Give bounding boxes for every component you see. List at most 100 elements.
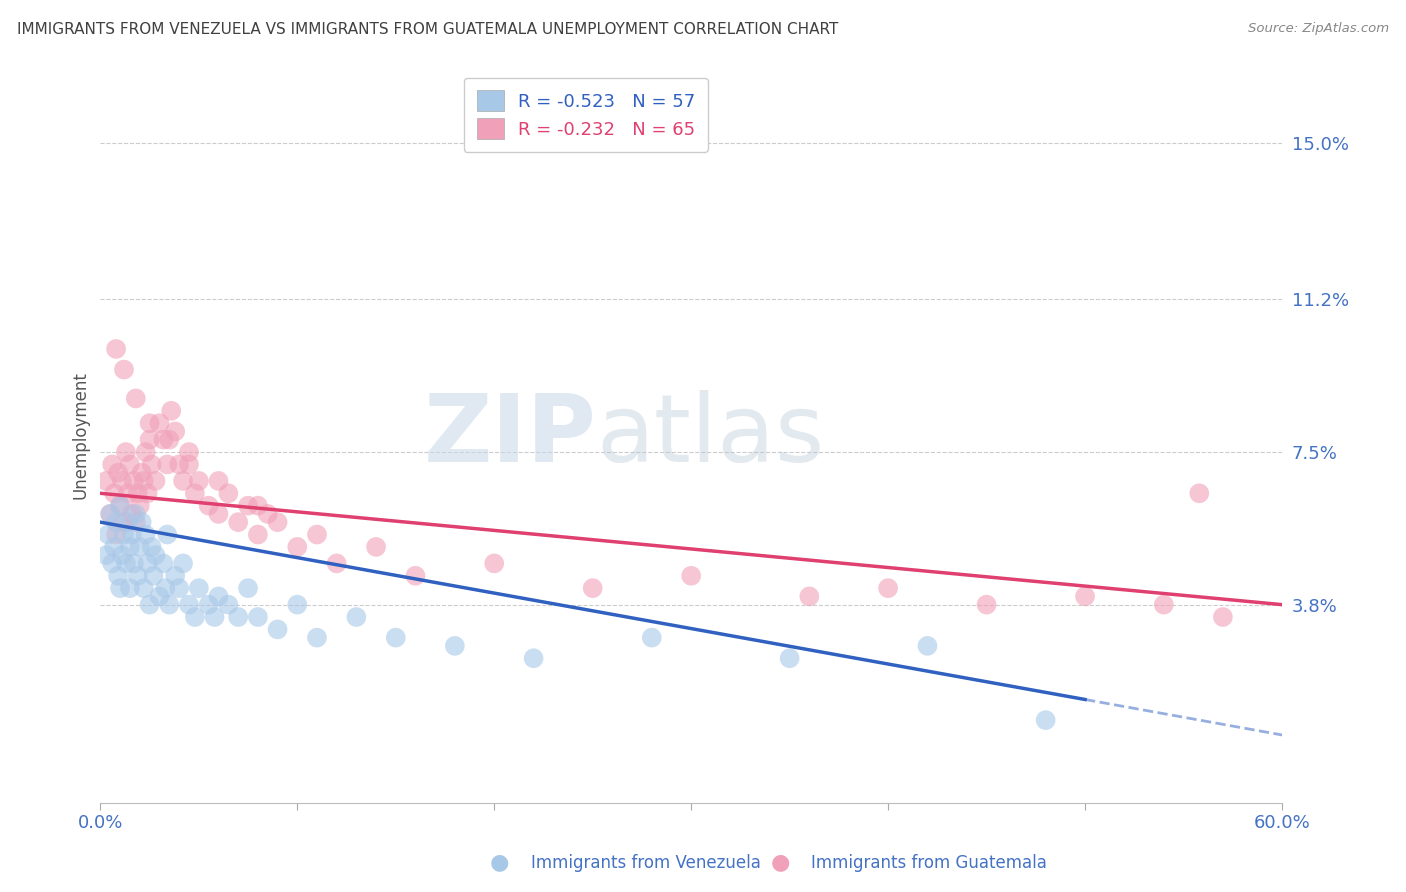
Point	[1188, 486, 1211, 500]
Point	[125, 507, 148, 521]
Point	[172, 474, 194, 488]
Point	[125, 392, 148, 406]
Point	[138, 598, 160, 612]
Point	[108, 499, 131, 513]
Point	[404, 568, 426, 582]
Point	[484, 557, 506, 571]
Point	[165, 568, 187, 582]
Point	[148, 416, 170, 430]
Point	[364, 540, 387, 554]
Point	[111, 474, 134, 488]
Text: IMMIGRANTS FROM VENEZUELA VS IMMIGRANTS FROM GUATEMALA UNEMPLOYMENT CORRELATION : IMMIGRANTS FROM VENEZUELA VS IMMIGRANTS …	[17, 22, 838, 37]
Point	[141, 458, 163, 472]
Point	[305, 631, 328, 645]
Point	[207, 507, 229, 521]
Point	[779, 651, 801, 665]
Point	[115, 445, 138, 459]
Text: ZIP: ZIP	[423, 390, 596, 482]
Point	[135, 527, 157, 541]
Point	[131, 466, 153, 480]
Point	[105, 342, 128, 356]
Point	[246, 610, 269, 624]
Point	[111, 548, 134, 562]
Point	[197, 598, 219, 612]
Point	[799, 590, 821, 604]
Point	[1153, 598, 1175, 612]
Point	[117, 486, 139, 500]
Point	[115, 557, 138, 571]
Point	[125, 515, 148, 529]
Point	[145, 548, 167, 562]
Text: atlas: atlas	[596, 390, 825, 482]
Point	[117, 515, 139, 529]
Point	[217, 486, 239, 500]
Point	[108, 581, 131, 595]
Text: ●: ●	[770, 853, 790, 872]
Point	[121, 527, 143, 541]
Point	[236, 581, 259, 595]
Point	[184, 486, 207, 500]
Point	[641, 631, 664, 645]
Point	[132, 581, 155, 595]
Point	[236, 499, 259, 513]
Point	[103, 540, 125, 554]
Point	[285, 540, 308, 554]
Point	[121, 507, 143, 521]
Point	[98, 507, 121, 521]
Point	[285, 598, 308, 612]
Point	[167, 458, 190, 472]
Point	[138, 433, 160, 447]
Point	[1212, 610, 1234, 624]
Point	[103, 486, 125, 500]
Point	[101, 557, 124, 571]
Point	[976, 598, 998, 612]
Point	[325, 557, 347, 571]
Point	[246, 499, 269, 513]
Point	[128, 540, 150, 554]
Point	[177, 445, 200, 459]
Point	[172, 557, 194, 571]
Y-axis label: Unemployment: Unemployment	[72, 372, 89, 500]
Text: Source: ZipAtlas.com: Source: ZipAtlas.com	[1249, 22, 1389, 36]
Point	[96, 474, 118, 488]
Point	[107, 466, 129, 480]
Point	[184, 610, 207, 624]
Point	[226, 515, 249, 529]
Text: ●: ●	[489, 853, 509, 872]
Point	[107, 568, 129, 582]
Point	[98, 507, 121, 521]
Point	[582, 581, 605, 595]
Point	[118, 458, 141, 472]
Point	[127, 486, 149, 500]
Point	[207, 474, 229, 488]
Point	[122, 474, 145, 488]
Point	[145, 474, 167, 488]
Point	[141, 540, 163, 554]
Point	[108, 499, 131, 513]
Point	[246, 527, 269, 541]
Point	[155, 581, 177, 595]
Point	[1035, 713, 1057, 727]
Point	[917, 639, 939, 653]
Point	[344, 610, 367, 624]
Point	[122, 557, 145, 571]
Point	[101, 458, 124, 472]
Point	[136, 486, 159, 500]
Point	[118, 540, 141, 554]
Point	[142, 568, 165, 582]
Point	[152, 433, 174, 447]
Point	[177, 458, 200, 472]
Point	[165, 425, 187, 439]
Point	[443, 639, 465, 653]
Point	[197, 499, 219, 513]
Point	[152, 557, 174, 571]
Point	[157, 433, 180, 447]
Point	[118, 581, 141, 595]
Point	[112, 515, 135, 529]
Point	[187, 581, 209, 595]
Legend: R = -0.523   N = 57, R = -0.232   N = 65: R = -0.523 N = 57, R = -0.232 N = 65	[464, 78, 707, 152]
Point	[97, 527, 120, 541]
Point	[160, 404, 183, 418]
Point	[1074, 590, 1097, 604]
Point	[105, 515, 128, 529]
